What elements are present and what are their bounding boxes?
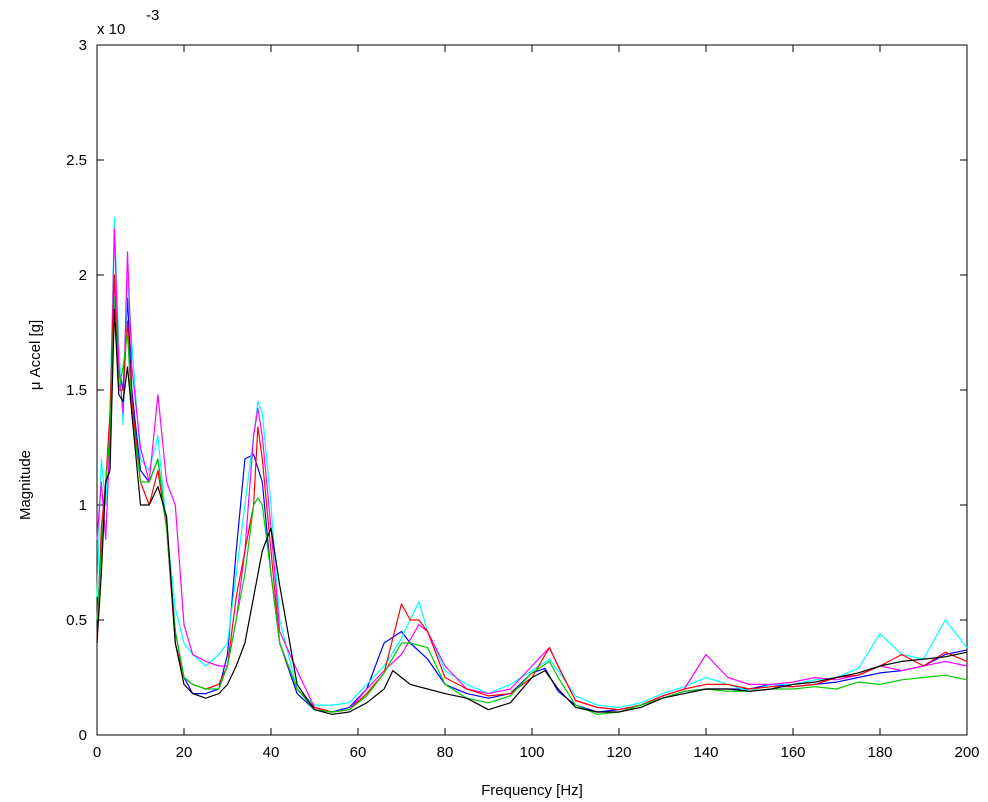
axis-ticks [96, 44, 968, 736]
x-tick-label: 160 [780, 744, 805, 761]
x-axis-title: Frequency [Hz] [481, 782, 583, 799]
x-tick-label: 60 [350, 744, 367, 761]
y-tick-labels: 0 0.5 1 1.5 2 2.5 3 [66, 37, 87, 744]
y-tick-label: 1.5 [66, 382, 87, 399]
y-tick-label: 2.5 [66, 152, 87, 169]
x-tick-label: 40 [263, 744, 280, 761]
series-line-4 [96, 274, 968, 713]
x-tick-label: 20 [176, 744, 193, 761]
series-line-6 [96, 308, 968, 715]
x-tick-label: 100 [519, 744, 544, 761]
series-group [96, 216, 968, 715]
x-tick-labels: 0 20 40 60 80 100 120 140 160 180 200 [93, 744, 980, 761]
x-tick-label: 0 [93, 744, 101, 761]
y-tick-label: 3 [79, 37, 87, 54]
y-axis-title-unit: μ Accel [g] [27, 320, 44, 390]
x-tick-label: 80 [437, 744, 454, 761]
y-tick-label: 1 [79, 497, 87, 514]
x-tick-label: 140 [693, 744, 718, 761]
x-tick-label: 180 [867, 744, 892, 761]
y-multiplier-base: x 10 [97, 21, 125, 38]
y-axis-title-magnitude: Magnitude [17, 450, 34, 520]
x-tick-label: 120 [606, 744, 631, 761]
y-multiplier-exponent: -3 [146, 7, 159, 24]
plot-area [96, 44, 968, 736]
y-tick-label: 2 [79, 267, 87, 284]
y-tick-label: 0 [79, 727, 87, 744]
y-tick-label: 0.5 [66, 612, 87, 629]
x-tick-label: 200 [954, 744, 979, 761]
